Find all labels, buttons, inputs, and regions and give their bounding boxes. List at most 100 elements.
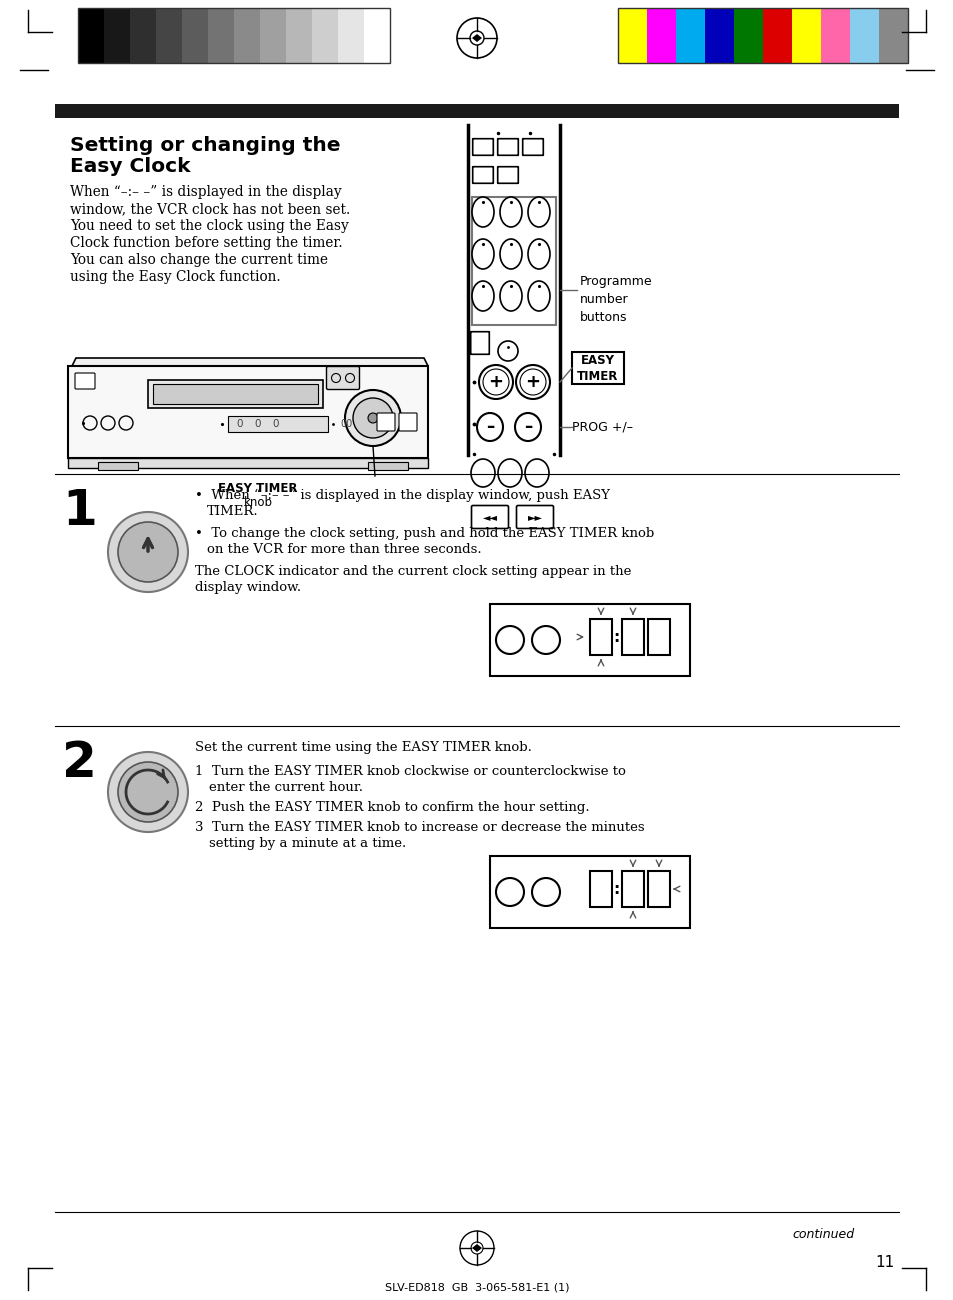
Text: 2: 2: [62, 738, 97, 786]
Bar: [646, 8, 676, 62]
Bar: [733, 8, 762, 62]
Text: :: :: [612, 881, 618, 897]
FancyBboxPatch shape: [497, 166, 517, 183]
Circle shape: [108, 751, 188, 832]
FancyBboxPatch shape: [75, 373, 95, 389]
Bar: [849, 8, 878, 62]
Text: 3  Turn the EASY TIMER knob to increase or decrease the minutes: 3 Turn the EASY TIMER knob to increase o…: [194, 822, 644, 835]
Bar: [68, 458, 428, 468]
Bar: [762, 8, 791, 62]
Text: Clock function before setting the timer.: Clock function before setting the timer.: [70, 237, 342, 250]
Circle shape: [368, 413, 377, 423]
Bar: [152, 384, 317, 404]
Text: using the Easy Clock function.: using the Easy Clock function.: [70, 270, 280, 283]
FancyBboxPatch shape: [326, 367, 359, 390]
Bar: [368, 462, 408, 471]
Text: When “–:– –” is displayed in the display: When “–:– –” is displayed in the display: [70, 185, 341, 199]
Text: continued: continued: [792, 1228, 854, 1242]
Bar: [78, 8, 390, 62]
Text: •  When “–:– –” is displayed in the display window, push EASY: • When “–:– –” is displayed in the displ…: [194, 489, 609, 502]
Bar: [233, 8, 260, 62]
Text: 2  Push the EASY TIMER knob to confirm the hour setting.: 2 Push the EASY TIMER knob to confirm th…: [194, 801, 589, 814]
Bar: [286, 8, 312, 62]
Bar: [228, 416, 328, 432]
Text: ►►: ►►: [527, 512, 542, 523]
Ellipse shape: [497, 459, 521, 488]
Ellipse shape: [476, 413, 502, 441]
Text: on the VCR for more than three seconds.: on the VCR for more than three seconds.: [207, 543, 481, 556]
Ellipse shape: [499, 239, 521, 269]
Circle shape: [108, 512, 188, 592]
Circle shape: [118, 762, 178, 822]
Text: ◄◄: ◄◄: [482, 512, 497, 523]
Text: 11: 11: [875, 1254, 894, 1270]
Ellipse shape: [499, 281, 521, 311]
Text: enter the current hour.: enter the current hour.: [209, 781, 363, 794]
FancyBboxPatch shape: [497, 139, 517, 155]
Bar: [572, 352, 623, 383]
Polygon shape: [472, 34, 481, 42]
FancyBboxPatch shape: [471, 506, 508, 529]
Bar: [490, 604, 689, 676]
Ellipse shape: [524, 459, 548, 488]
Text: Set the current time using the EASY TIMER knob.: Set the current time using the EASY TIME…: [194, 741, 532, 754]
FancyBboxPatch shape: [516, 506, 553, 529]
Bar: [364, 8, 390, 62]
Circle shape: [532, 878, 559, 906]
Text: You need to set the clock using the Easy: You need to set the clock using the Easy: [70, 218, 349, 233]
Text: display window.: display window.: [194, 581, 301, 594]
Bar: [260, 8, 286, 62]
Bar: [312, 8, 337, 62]
Bar: [337, 8, 364, 62]
Text: •  To change the clock setting, push and hold the EASY TIMER knob: • To change the clock setting, push and …: [194, 526, 654, 539]
Text: Setting or changing the: Setting or changing the: [70, 136, 340, 155]
Bar: [130, 8, 156, 62]
Bar: [647, 871, 669, 907]
Text: 1  Turn the EASY TIMER knob clockwise or counterclockwise to: 1 Turn the EASY TIMER knob clockwise or …: [194, 764, 625, 777]
Ellipse shape: [472, 281, 494, 311]
Bar: [156, 8, 182, 62]
Polygon shape: [472, 1244, 481, 1252]
Text: :: :: [612, 629, 618, 645]
Circle shape: [345, 390, 400, 446]
Text: –: –: [485, 419, 494, 436]
Circle shape: [118, 523, 178, 582]
FancyBboxPatch shape: [472, 166, 493, 183]
Text: EASY
TIMER: EASY TIMER: [577, 354, 618, 382]
Bar: [647, 619, 669, 655]
Polygon shape: [71, 358, 428, 367]
FancyBboxPatch shape: [470, 332, 489, 355]
Ellipse shape: [472, 198, 494, 228]
Bar: [618, 8, 646, 62]
Bar: [490, 855, 689, 928]
Circle shape: [496, 878, 523, 906]
Text: +: +: [488, 373, 503, 391]
Ellipse shape: [515, 413, 540, 441]
Text: setting by a minute at a time.: setting by a minute at a time.: [209, 837, 406, 850]
Text: 0: 0: [273, 419, 279, 429]
Ellipse shape: [499, 198, 521, 228]
Text: PROG +/–: PROG +/–: [572, 421, 633, 434]
Bar: [208, 8, 233, 62]
Text: 0: 0: [236, 419, 243, 429]
FancyBboxPatch shape: [398, 413, 416, 432]
Text: Easy Clock: Easy Clock: [70, 157, 191, 176]
Bar: [878, 8, 907, 62]
FancyBboxPatch shape: [472, 139, 493, 155]
Bar: [676, 8, 704, 62]
Text: knob: knob: [243, 497, 273, 510]
Text: +: +: [525, 373, 540, 391]
Text: You can also change the current time: You can also change the current time: [70, 254, 328, 266]
Bar: [182, 8, 208, 62]
Bar: [68, 367, 428, 458]
Circle shape: [353, 398, 393, 438]
Text: EASY TIMER: EASY TIMER: [218, 482, 297, 495]
Bar: [589, 619, 612, 655]
Bar: [78, 8, 104, 62]
Bar: [621, 619, 643, 655]
Ellipse shape: [527, 198, 550, 228]
Circle shape: [478, 365, 513, 399]
FancyBboxPatch shape: [522, 139, 542, 155]
Circle shape: [532, 627, 559, 654]
Bar: [55, 104, 898, 118]
